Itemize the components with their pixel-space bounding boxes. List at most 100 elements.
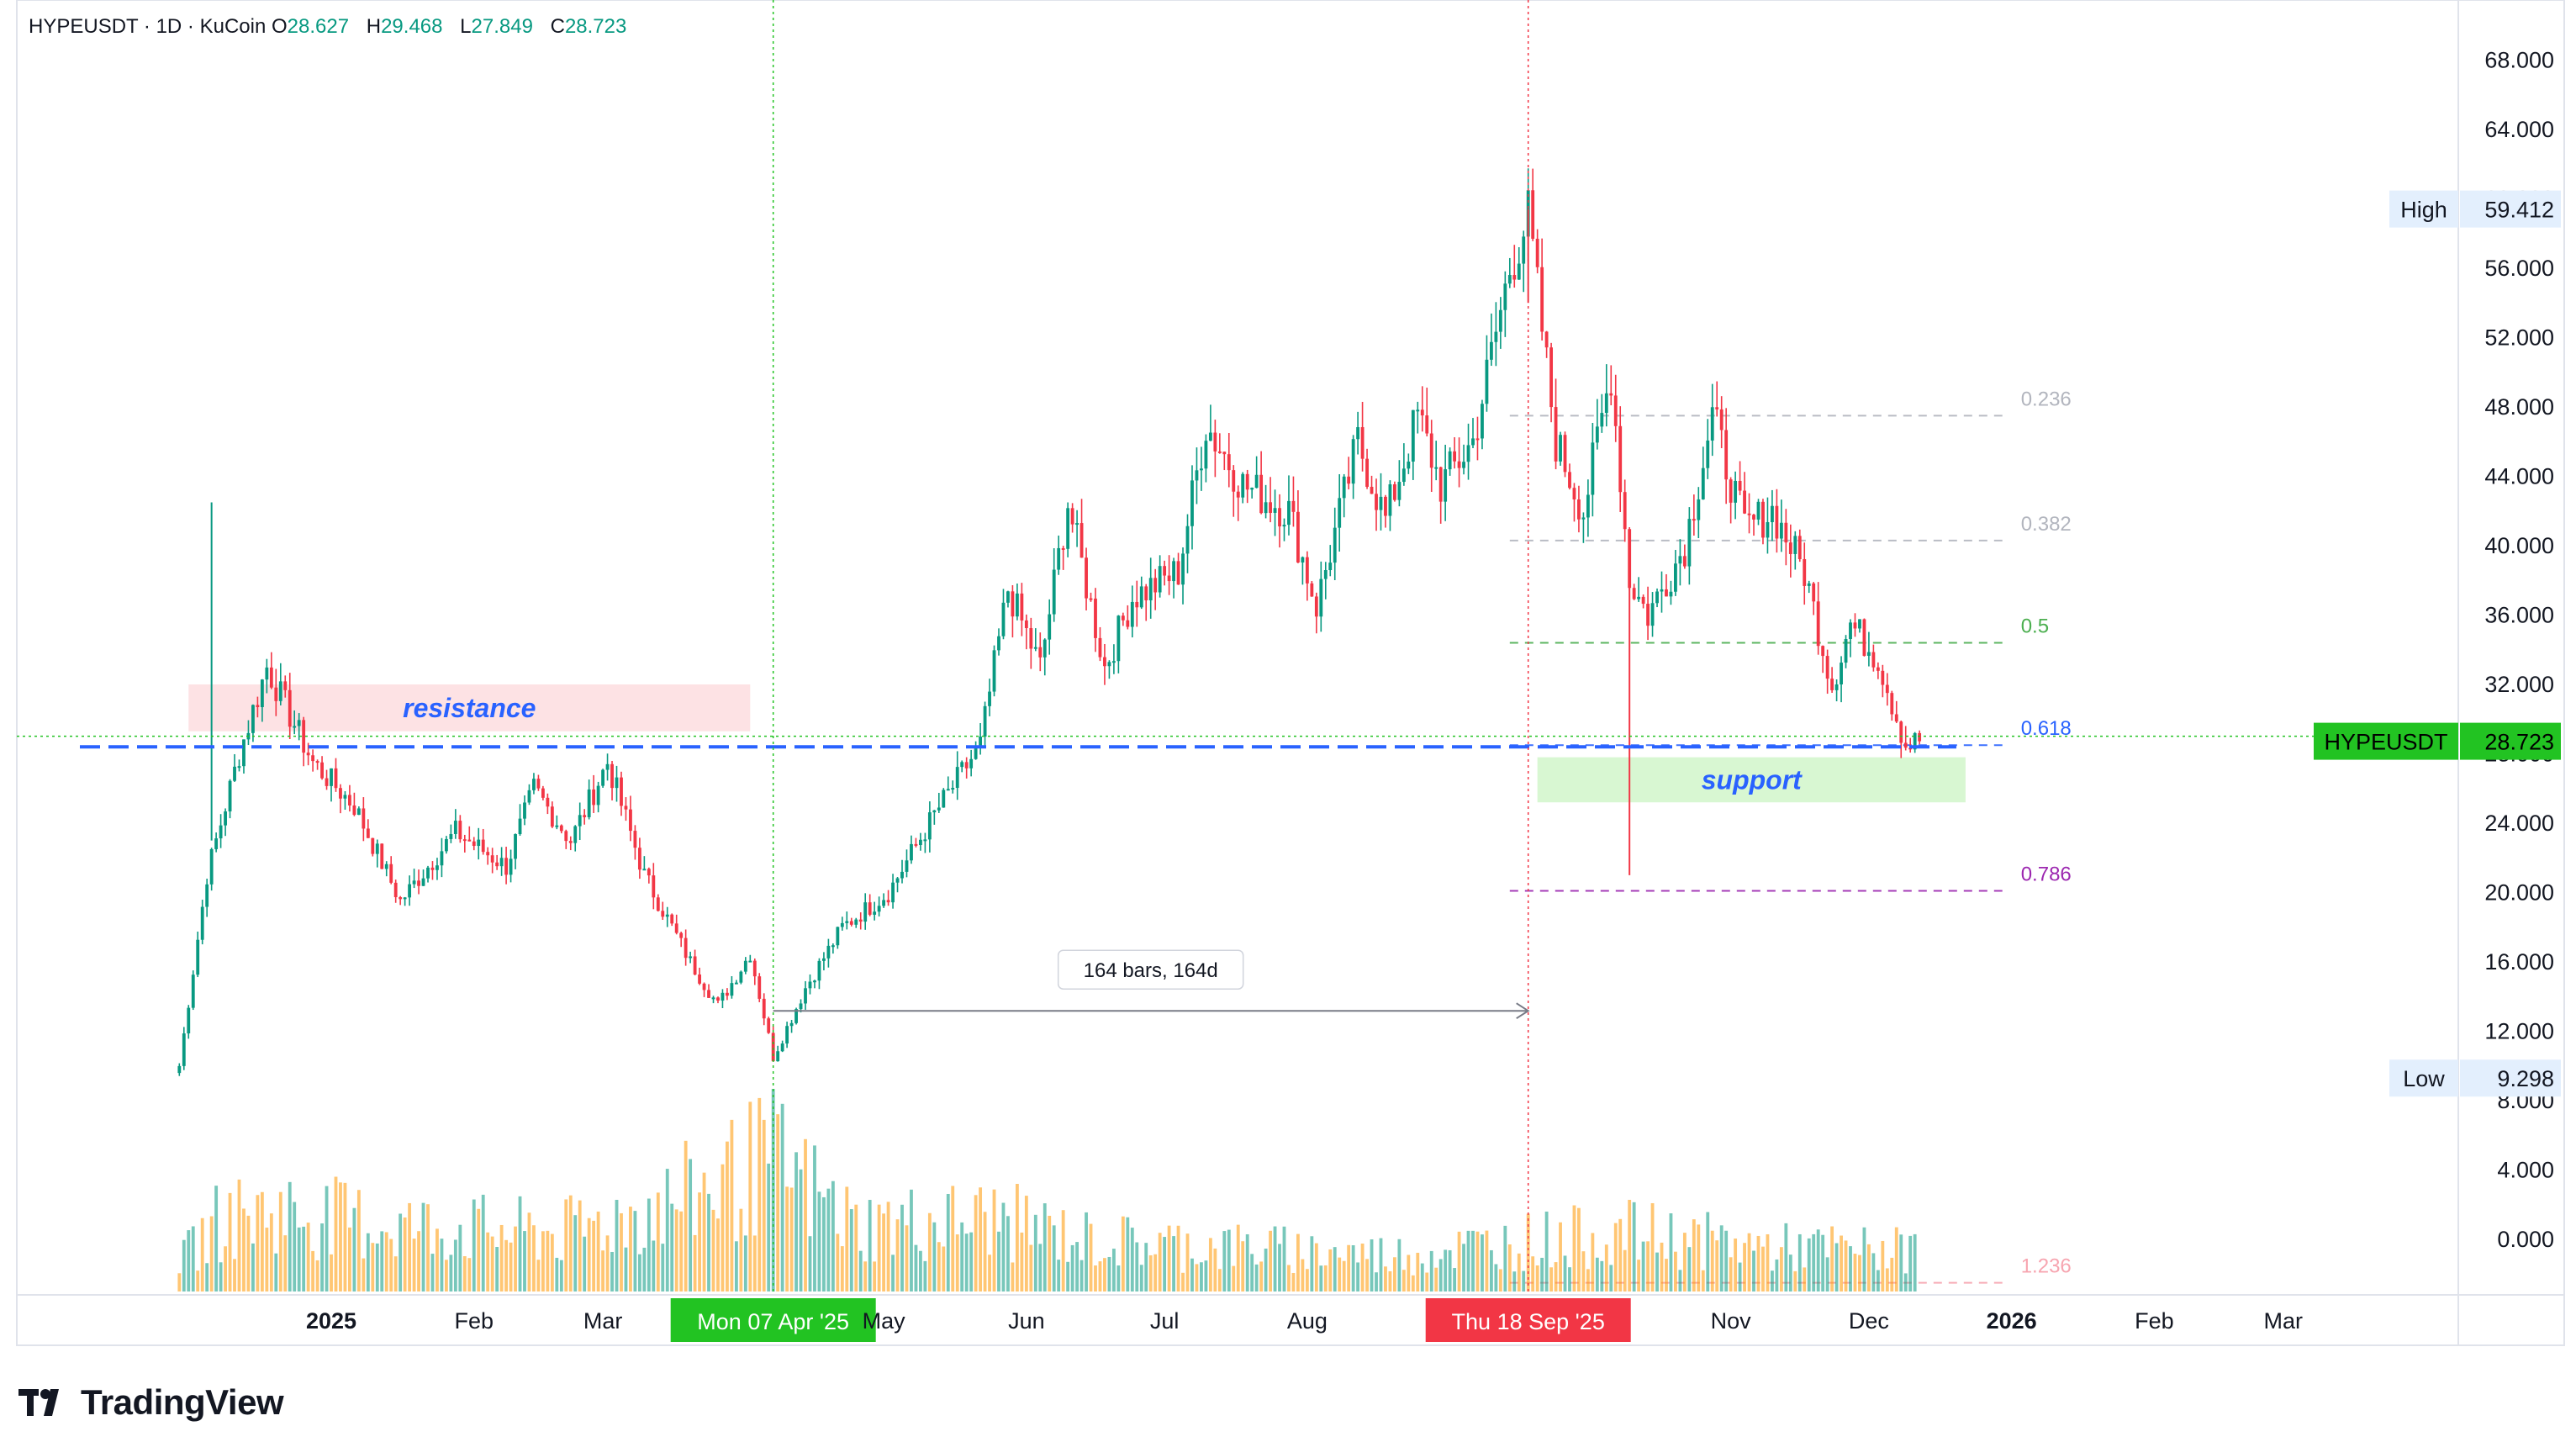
volume-bar xyxy=(877,1204,881,1291)
candle-body xyxy=(1489,341,1493,360)
volume-bar xyxy=(1687,1247,1692,1291)
volume-bar xyxy=(674,1209,678,1291)
candle-body xyxy=(1885,684,1889,694)
candle-body xyxy=(1048,614,1052,640)
candle-body xyxy=(518,818,522,835)
volume-bar xyxy=(707,1193,710,1291)
candle-body xyxy=(951,788,955,790)
candle-body xyxy=(228,780,232,812)
candle-body xyxy=(1604,393,1608,414)
candle-body xyxy=(1669,591,1673,597)
candle-body xyxy=(748,960,752,963)
candle-body xyxy=(633,831,637,848)
volume-bar xyxy=(849,1209,853,1291)
volume-bar xyxy=(997,1231,1000,1291)
volume-bar xyxy=(979,1187,983,1291)
volume-bar xyxy=(808,1236,812,1291)
volume-bar xyxy=(504,1239,509,1291)
candle-body xyxy=(214,838,219,849)
volume-bar xyxy=(1517,1253,1521,1291)
candle-body xyxy=(1085,557,1088,599)
volume-bar xyxy=(1241,1241,1245,1291)
volume-bar xyxy=(817,1191,821,1291)
candle-body xyxy=(1001,602,1006,636)
candle-body xyxy=(822,958,826,961)
volume-bar xyxy=(601,1250,605,1291)
volume-bar xyxy=(1581,1251,1586,1291)
volume-bar xyxy=(205,1263,209,1291)
candle-body xyxy=(780,1043,784,1052)
volume-bar xyxy=(278,1191,282,1291)
price-tick-label: 52.000 xyxy=(2484,325,2554,351)
volume-bar xyxy=(1291,1272,1296,1291)
high-marker-label-box xyxy=(2389,190,2458,228)
volume-bar xyxy=(1466,1230,1470,1291)
candle-body xyxy=(426,867,430,879)
candle-body xyxy=(1411,409,1415,462)
candle-body xyxy=(578,815,582,827)
volume-bar xyxy=(1628,1199,1632,1291)
volume-bar xyxy=(440,1239,444,1291)
tradingview-logo[interactable]: TradingView xyxy=(18,1382,284,1423)
candle-body xyxy=(1779,522,1783,539)
volume-bar xyxy=(297,1227,301,1291)
candle-body xyxy=(905,860,909,872)
candle-body xyxy=(242,739,245,767)
candle-body xyxy=(652,875,656,898)
candle-body xyxy=(858,919,863,922)
high-marker-value: 59.412 xyxy=(2484,198,2554,223)
volume-bar xyxy=(1204,1260,1208,1291)
candle-body xyxy=(1761,501,1765,538)
candle-body xyxy=(1646,604,1650,626)
volume-bar xyxy=(1710,1230,1714,1291)
volume-bar xyxy=(1420,1263,1424,1291)
candle-body xyxy=(670,914,674,924)
candle-body xyxy=(1139,586,1143,608)
volume-bar xyxy=(403,1217,407,1291)
volume-bar xyxy=(1724,1230,1729,1291)
volume-bar xyxy=(1526,1213,1530,1291)
volume-bar xyxy=(399,1213,403,1291)
candle-body xyxy=(799,1003,803,1010)
volume-bar xyxy=(1259,1261,1264,1291)
volume-bar xyxy=(955,1234,959,1291)
candle-body xyxy=(1305,557,1309,584)
volume-bars xyxy=(177,1089,1917,1291)
candle-body xyxy=(1834,684,1839,690)
candle-body xyxy=(1236,491,1240,498)
volume-bar xyxy=(269,1213,273,1291)
volume-bar xyxy=(1153,1254,1158,1291)
volume-bar xyxy=(1462,1244,1465,1291)
volume-bar xyxy=(1908,1235,1913,1291)
volume-bar xyxy=(1079,1260,1084,1291)
candle-body xyxy=(550,806,554,827)
volume-bar xyxy=(969,1232,974,1291)
candle-body xyxy=(265,667,269,680)
volume-bar xyxy=(302,1226,306,1291)
time-tick-label: Feb xyxy=(2135,1308,2174,1334)
volume-bar xyxy=(1167,1225,1171,1291)
candle-body xyxy=(1167,575,1171,582)
price-axis[interactable]: 68.00064.00060.00056.00052.00048.00044.0… xyxy=(2314,48,2561,1253)
candle-body xyxy=(1388,484,1392,516)
candle-body xyxy=(384,864,388,869)
time-axis[interactable]: 2025 Feb Mar Mon 07 Apr '25 May Jun Jul Aug Thu … xyxy=(306,1298,2303,1342)
candle-body xyxy=(698,974,701,984)
volume-bar xyxy=(412,1239,416,1291)
candle-body xyxy=(886,900,890,903)
fib-retracement[interactable]: 0.236 0.382 0.5 0.618 0.786 1.236 xyxy=(1509,388,2072,1284)
candle-body xyxy=(1881,670,1885,685)
price-tick-label: 64.000 xyxy=(2484,117,2554,142)
volume-bar xyxy=(983,1212,987,1291)
volume-bar xyxy=(499,1224,504,1291)
candle-body xyxy=(1066,508,1070,549)
candle-body xyxy=(637,848,641,870)
volume-bar xyxy=(1305,1269,1309,1291)
candle-body xyxy=(1176,561,1180,585)
volume-bar xyxy=(1600,1260,1604,1291)
candle-body xyxy=(914,843,918,846)
volume-bar xyxy=(293,1202,297,1291)
volume-bar xyxy=(1111,1249,1116,1291)
volume-bar xyxy=(1706,1212,1710,1291)
